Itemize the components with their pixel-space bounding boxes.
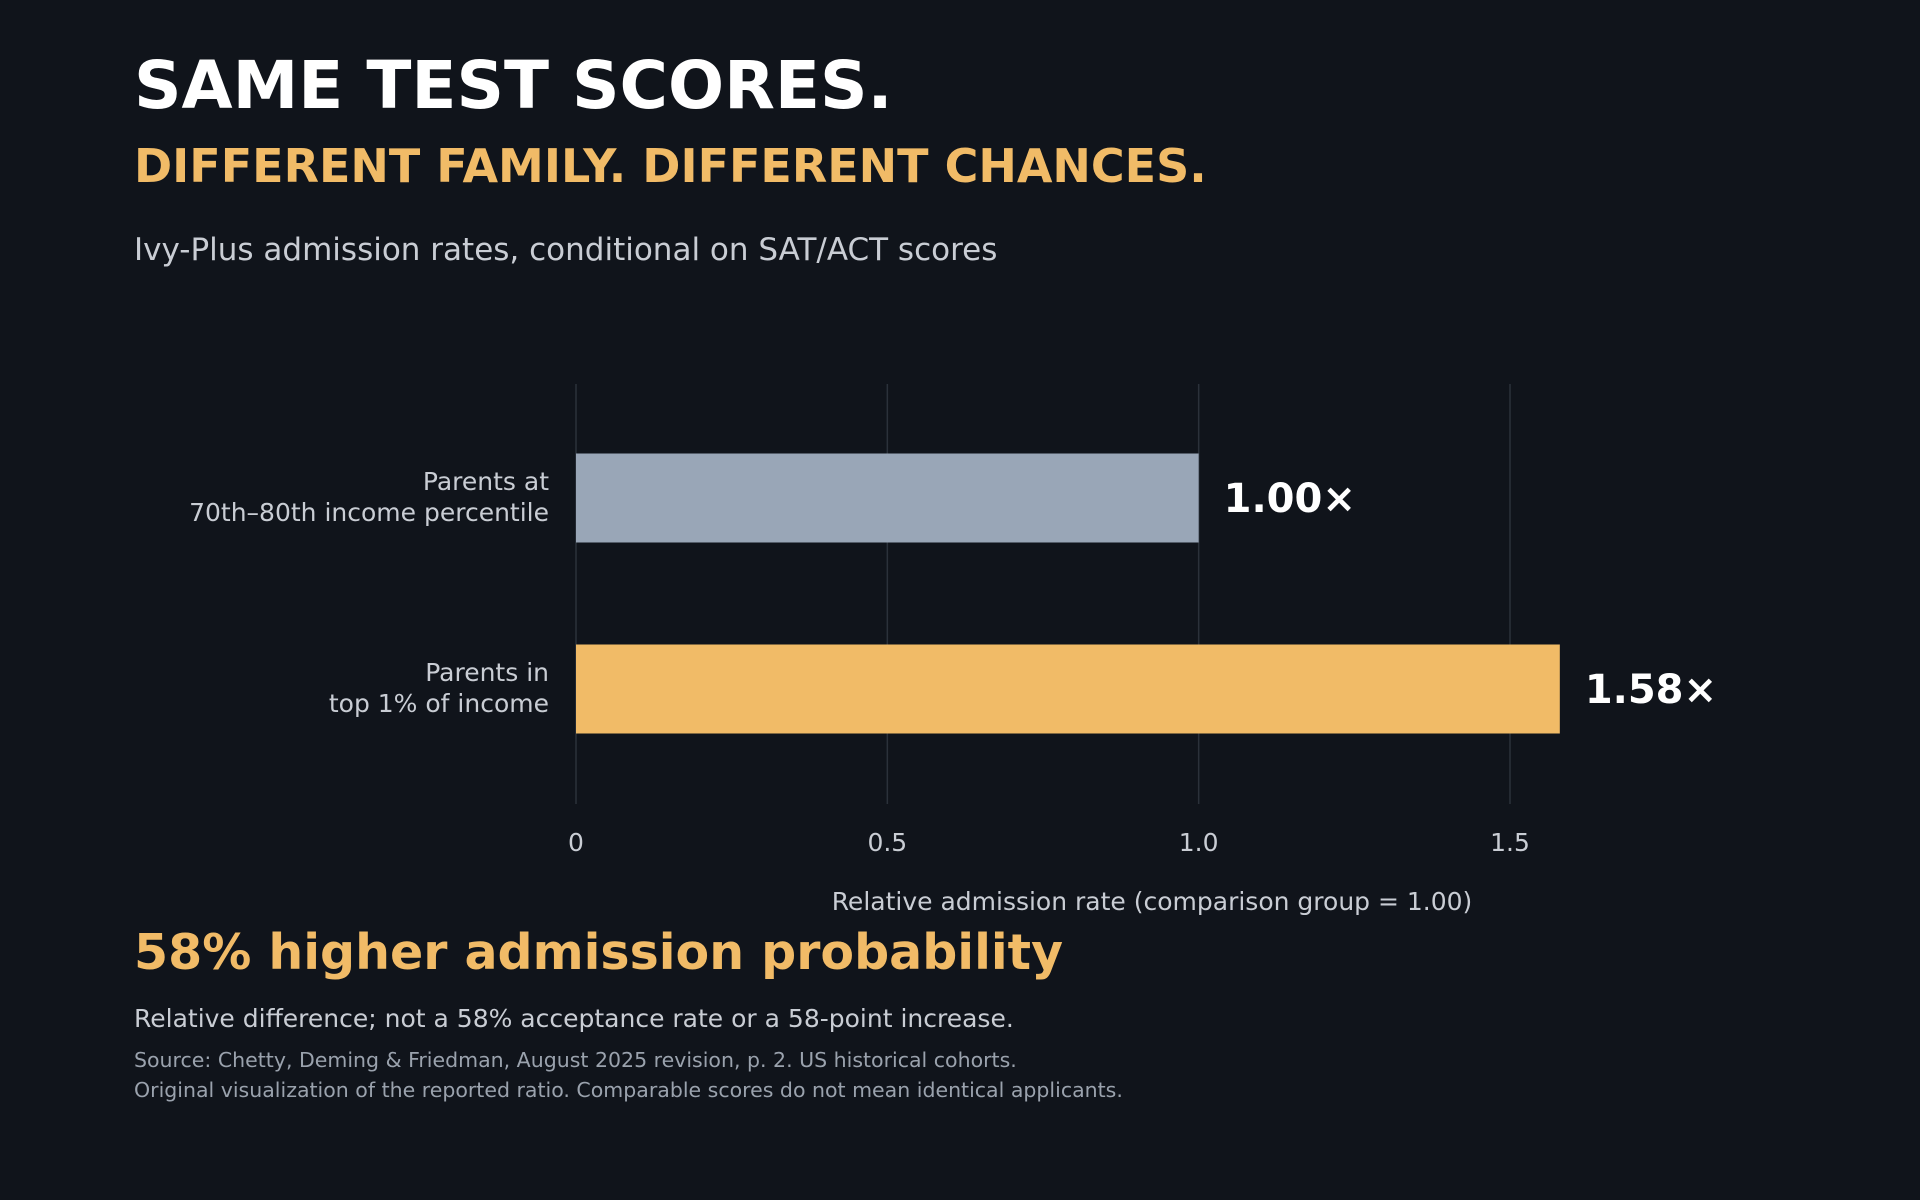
chart-caption: Ivy-Plus admission rates, conditional on…: [134, 232, 998, 268]
clarification-note: Relative difference; not a 58% acceptanc…: [134, 1004, 1014, 1033]
category-label-1: Parents in top 1% of income: [329, 658, 549, 718]
bar-0: [576, 453, 1199, 543]
x-tick-label-1: 0.5: [867, 828, 907, 857]
bar-1: [576, 644, 1560, 734]
headline-stat: 58% higher admission probability: [134, 924, 1064, 981]
category-label-1-line-1: top 1% of income: [329, 689, 549, 718]
page-title: SAME TEST SCORES.: [134, 47, 893, 124]
x-axis-label: Relative admission rate (comparison grou…: [832, 887, 1473, 916]
source-line-2: Original visualization of the reported r…: [134, 1077, 1123, 1102]
category-label-0: Parents at 70th–80th income percentile: [189, 467, 549, 527]
category-label-0-line-1: 70th–80th income percentile: [189, 498, 549, 527]
x-tick-label-3: 1.5: [1490, 828, 1530, 857]
source-note: Source: Chetty, Deming & Friedman, Augus…: [134, 1046, 1123, 1105]
value-label-1: 1.58×: [1585, 667, 1717, 713]
category-label-1-line-0: Parents in: [425, 658, 549, 687]
category-label-0-line-0: Parents at: [423, 467, 549, 496]
source-line-1: Source: Chetty, Deming & Friedman, Augus…: [134, 1048, 1017, 1072]
x-tick-label-2: 1.0: [1179, 828, 1219, 857]
x-tick-label-0: 0: [568, 828, 584, 857]
page-subtitle: DIFFERENT FAMILY. DIFFERENT CHANCES.: [134, 139, 1207, 193]
bar-chart: 1.00× 1.58× Parents at 70th–80th income per…: [189, 384, 1717, 916]
value-label-0: 1.00×: [1224, 476, 1356, 522]
